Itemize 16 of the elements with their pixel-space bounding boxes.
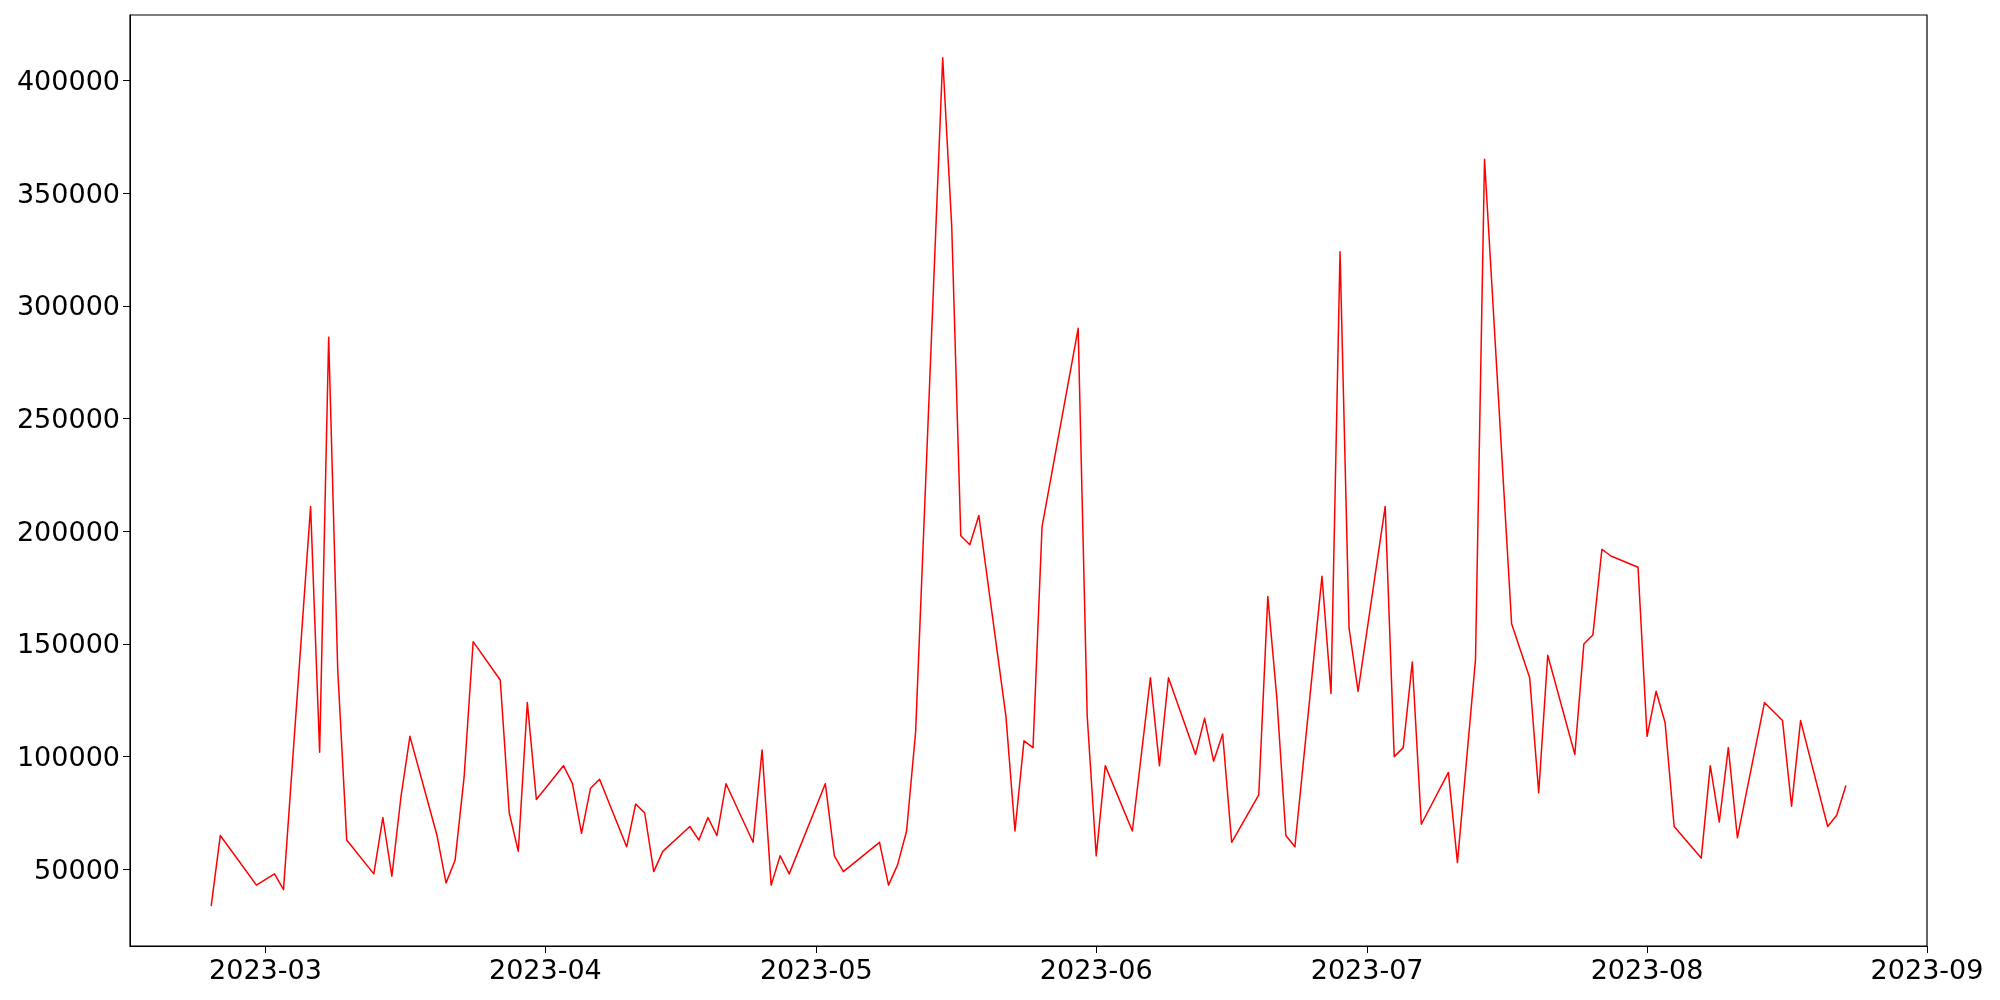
y-tick-label: 50000 bbox=[34, 853, 120, 885]
x-tick-label: 2023-05 bbox=[759, 954, 873, 985]
x-tick-label: 2023-03 bbox=[209, 954, 322, 985]
x-tick-label: 2023-06 bbox=[1039, 954, 1153, 985]
y-tick-label: 400000 bbox=[16, 64, 120, 96]
y-tick-label: 200000 bbox=[16, 515, 120, 547]
y-tick-label: 350000 bbox=[16, 177, 120, 209]
line-series bbox=[210, 57, 1847, 907]
y-tick-label: 150000 bbox=[16, 628, 120, 660]
x-tick-label: 2023-09 bbox=[1870, 954, 1984, 985]
y-tick-label: 250000 bbox=[16, 403, 120, 435]
y-tick-label: 100000 bbox=[16, 741, 120, 773]
y-tick-label: 300000 bbox=[16, 290, 120, 322]
x-tick-label: 2023-04 bbox=[488, 954, 602, 985]
x-tick-label: 2023-07 bbox=[1310, 954, 1424, 985]
x-tick-label: 2023-08 bbox=[1590, 954, 1704, 985]
